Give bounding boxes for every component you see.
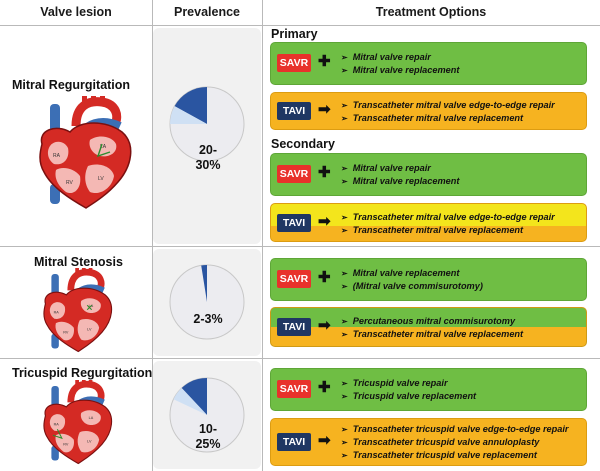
- option-box-savr-mitral-stenosis: SAVR ✚ Mitral valve replacement (Mitral …: [270, 258, 587, 301]
- heart-illustration-mitral-regurgitation: [28, 96, 138, 214]
- lesion-mitral-stenosis: Mitral Stenosis: [34, 255, 123, 269]
- treatment-item: Transcatheter tricuspid valve annuloplas…: [341, 436, 582, 449]
- tavi-badge: TAVI: [277, 102, 311, 120]
- option-box-savr-primary: SAVR ✚ Mitral valve repair Mitral valve …: [270, 42, 587, 85]
- treatment-item: (Mitral valve commisurotomy): [341, 280, 582, 293]
- savr-badge: SAVR: [277, 270, 311, 288]
- pie-slice-light: [170, 106, 207, 124]
- option-box-savr-tricuspid: SAVR ✚ Tricuspid valve repair Tricuspid …: [270, 368, 587, 411]
- column-divider-2: [262, 0, 263, 471]
- tavi-badge: TAVI: [277, 214, 311, 232]
- treatment-item: Transcatheter mitral valve replacement: [341, 224, 582, 237]
- treatment-item: Tricuspid valve repair: [341, 377, 582, 390]
- header-valve-lesion: Valve lesion: [40, 5, 112, 19]
- tavi-badge: TAVI: [277, 318, 311, 336]
- header-divider: [0, 25, 600, 26]
- treatment-item: Mitral valve repair: [341, 162, 582, 175]
- plus-icon: ✚: [318, 53, 331, 70]
- tavi-badge: TAVI: [277, 433, 311, 451]
- option-box-savr-secondary: SAVR ✚ Mitral valve repair Mitral valve …: [270, 153, 587, 196]
- arrow-right-icon: ➡: [318, 317, 331, 334]
- plus-icon: ✚: [318, 269, 331, 286]
- heart-illustration-tricuspid-regurgitation: [28, 380, 124, 468]
- column-divider-1: [152, 0, 153, 471]
- row-divider-1: [0, 246, 600, 247]
- header-treatment-options: Treatment Options: [375, 5, 487, 19]
- savr-badge: SAVR: [277, 165, 311, 183]
- heart-illustration-mitral-stenosis: [28, 268, 124, 356]
- treatment-item: Transcatheter mitral valve replacement: [341, 328, 582, 341]
- lesion-mitral-regurgitation: Mitral Regurgitation: [12, 78, 131, 92]
- option-box-tavi-mitral-stenosis: TAVI ➡ Percutaneous mitral commisurotomy…: [270, 307, 587, 347]
- treatment-item: Mitral valve replacement: [341, 64, 582, 77]
- header-prevalence: Prevalence: [173, 5, 241, 19]
- row-divider-2: [0, 358, 600, 359]
- arrow-right-icon: ➡: [318, 213, 331, 230]
- pie-slice-dark: [181, 378, 207, 415]
- treatment-item: Transcatheter mitral valve edge-to-edge …: [341, 99, 582, 112]
- prevalence-label-mitral-stenosis: 2-3%: [193, 312, 223, 326]
- prevalence-pie-mitral-regurgitation: [169, 86, 245, 162]
- plus-icon: ✚: [318, 164, 331, 181]
- arrow-right-icon: ➡: [318, 432, 331, 449]
- option-box-tavi-primary: TAVI ➡ Transcatheter mitral valve edge-t…: [270, 92, 587, 130]
- prevalence-label-tricuspid-regurgitation: 10- 25%: [195, 422, 221, 451]
- plus-icon: ✚: [318, 379, 331, 396]
- savr-badge: SAVR: [277, 54, 311, 72]
- treatment-item: Transcatheter tricuspid valve replacemen…: [341, 449, 582, 462]
- pie-slice-dark: [174, 87, 207, 124]
- treatment-item: Mitral valve replacement: [341, 175, 582, 188]
- prevalence-pie-tricuspid-regurgitation: [169, 377, 245, 453]
- option-box-tavi-tricuspid: TAVI ➡ Transcatheter tricuspid valve edg…: [270, 418, 587, 466]
- section-title-secondary: Secondary: [271, 137, 335, 151]
- pie-slice-dark: [201, 265, 207, 302]
- treatment-item: Transcatheter tricuspid valve edge-to-ed…: [341, 423, 582, 436]
- treatment-item: Transcatheter mitral valve edge-to-edge …: [341, 211, 582, 224]
- savr-badge: SAVR: [277, 380, 311, 398]
- prevalence-label-mitral-regurgitation: 20- 30%: [195, 143, 221, 172]
- prevalence-pie-mitral-stenosis: [169, 264, 245, 340]
- pie-slice-light: [173, 388, 207, 415]
- section-title-primary: Primary: [271, 27, 318, 41]
- treatment-item: Percutaneous mitral commisurotomy: [341, 315, 582, 328]
- option-box-tavi-secondary: TAVI ➡ Transcatheter mitral valve edge-t…: [270, 203, 587, 242]
- arrow-right-icon: ➡: [318, 101, 331, 118]
- lesion-tricuspid-regurgitation: Tricuspid Regurgitation: [12, 366, 153, 380]
- treatment-item: Mitral valve repair: [341, 51, 582, 64]
- treatment-item: Tricuspid valve replacement: [341, 390, 582, 403]
- treatment-item: Transcatheter mitral valve replacement: [341, 112, 582, 125]
- treatment-item: Mitral valve replacement: [341, 267, 582, 280]
